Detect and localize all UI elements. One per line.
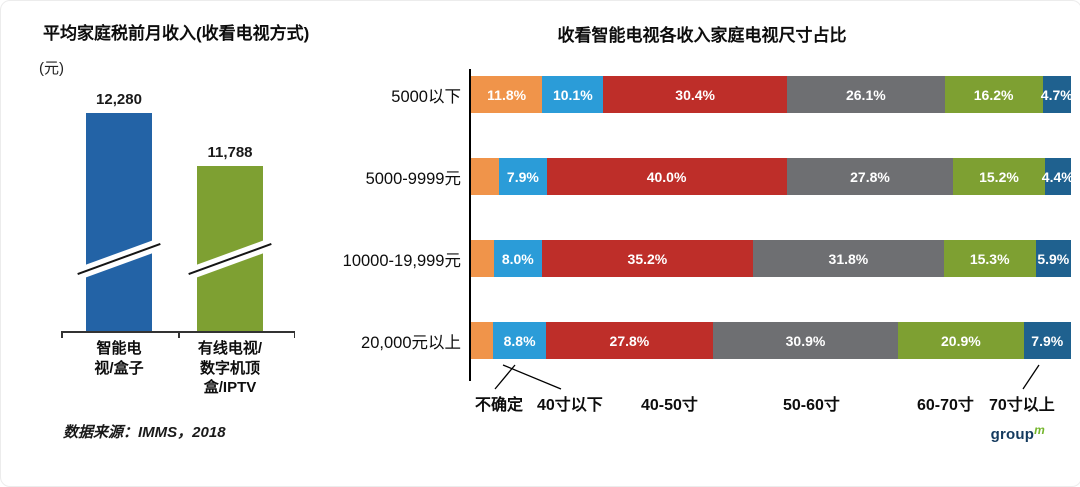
segment-40-50寸: 40.0% [546, 158, 787, 195]
stacked-bar-rows: 5000以下 11.8% 10.1% 30.4% 26.1% 16.2% 4.7% 5000-… [331, 76, 1074, 404]
legend-leader-lines [494, 364, 1040, 390]
right-chart-title: 收看智能电视各收入家庭电视尺寸占比 [557, 26, 847, 45]
stacked-row: 20,000元以上 8.8% 27.8% 30.9% 20.9% 7.9% [331, 322, 1071, 359]
legend-item: 40-50寸 [641, 397, 698, 414]
segment-40-50寸: 30.4% [603, 76, 787, 113]
left-chart-unit-label: (元) [39, 60, 64, 77]
segment-40寸以下: 10.1% [542, 76, 604, 113]
right-chart-y-axis [469, 69, 471, 381]
x-category-label: 智能电 视/盒子 [94, 340, 144, 377]
segment-40寸以下: 8.0% [493, 240, 542, 277]
row-label: 20,000元以上 [361, 333, 461, 352]
axis-tick [61, 333, 63, 338]
value-bar [77, 113, 161, 331]
segment-70寸以上: 4.7% [1041, 76, 1073, 113]
left-chart-category-labels: 智能电 视/盒子 有线电视/ 数字机顶 盒/IPTV [59, 339, 319, 419]
bar-value-label: 11,788 [207, 144, 253, 161]
axis-tick [293, 333, 295, 338]
segment-50-60寸: 27.8% [786, 158, 954, 195]
tv-size-share-chart: 收看智能电视各收入家庭电视尺寸占比 5000以下 11.8% 10.1% 30.4% 2… [331, 11, 1074, 461]
segment-不确定: 11.8% [471, 76, 543, 113]
logo-group-text: group [990, 426, 1035, 443]
segment-70寸以上: 5.9% [1035, 240, 1071, 277]
segment-60-70寸: 16.2% [944, 76, 1043, 113]
segment-70寸以上: 7.9% [1023, 322, 1071, 359]
bar-value-label: 12,280 [96, 91, 142, 108]
stacked-bar: 7.9% 40.0% 27.8% 15.2% 4.4% [471, 158, 1074, 195]
segment-60-70寸: 15.2% [953, 158, 1045, 195]
left-chart-x-axis [61, 331, 295, 338]
legend-item: 60-70寸 [917, 397, 974, 414]
axis-tick [178, 333, 180, 338]
segment-不确定 [471, 240, 494, 277]
leader-line [1022, 364, 1040, 390]
income-bar-column: 11,788 [188, 89, 272, 331]
segment-50-60寸: 26.1% [786, 76, 945, 113]
row-label: 10000-19,999元 [342, 251, 461, 270]
row-label: 5000以下 [391, 87, 461, 106]
legend-item: 不确定 [475, 397, 524, 414]
left-chart-title: 平均家庭税前月收入(收看电视方式) [43, 24, 310, 43]
stacked-bar: 8.8% 27.8% 30.9% 20.9% 7.9% [471, 322, 1071, 359]
segment-60-70寸: 15.3% [943, 240, 1036, 277]
segment-50-60寸: 31.8% [752, 240, 944, 277]
left-chart-plot-area: 12,280 11,788 [59, 89, 299, 331]
income-bar-chart: 平均家庭税前月收入(收看电视方式) (元) 12,280 11,788 智能电 视… [29, 11, 369, 431]
income-bar-column: 12,280 [77, 89, 161, 331]
segment-40寸以下: 7.9% [499, 158, 547, 195]
legend-item: 40寸以下 [537, 397, 603, 414]
segment-不确定 [471, 322, 494, 359]
stacked-row: 10000-19,999元 8.0% 35.2% 31.8% 15.3% 5.9% [331, 240, 1071, 277]
stacked-row: 5000以下 11.8% 10.1% 30.4% 26.1% 16.2% 4.7% [331, 76, 1073, 113]
data-source-note: 数据来源：IMMS，2018 [63, 424, 226, 441]
legend-item: 70寸以上 [989, 397, 1055, 414]
right-chart-legend: 不确定 40寸以下 40-50寸 50-60寸 60-70寸 70寸以上 [471, 391, 1071, 415]
axis-break-mark [188, 238, 272, 280]
segment-70寸以上: 4.4% [1042, 158, 1074, 195]
segment-40-50寸: 35.2% [541, 240, 753, 277]
segment-50-60寸: 30.9% [712, 322, 899, 359]
logo-m-text: m [1034, 423, 1045, 437]
row-label: 5000-9999元 [365, 169, 461, 188]
segment-60-70寸: 20.9% [898, 322, 1024, 359]
leader-line [502, 364, 562, 390]
stacked-bar: 11.8% 10.1% 30.4% 26.1% 16.2% 4.7% [471, 76, 1073, 113]
legend-item: 50-60寸 [783, 397, 840, 414]
segment-40寸以下: 8.8% [493, 322, 546, 359]
value-bar [188, 166, 272, 331]
groupm-logo: groupm [990, 423, 1045, 444]
segment-40-50寸: 27.8% [545, 322, 713, 359]
x-category-label: 有线电视/ 数字机顶 盒/IPTV [197, 340, 263, 396]
stacked-row: 5000-9999元 7.9% 40.0% 27.8% 15.2% 4.4% [331, 158, 1074, 195]
axis-break-mark [77, 238, 161, 280]
segment-不确定 [471, 158, 500, 195]
stacked-bar: 8.0% 35.2% 31.8% 15.3% 5.9% [471, 240, 1071, 277]
